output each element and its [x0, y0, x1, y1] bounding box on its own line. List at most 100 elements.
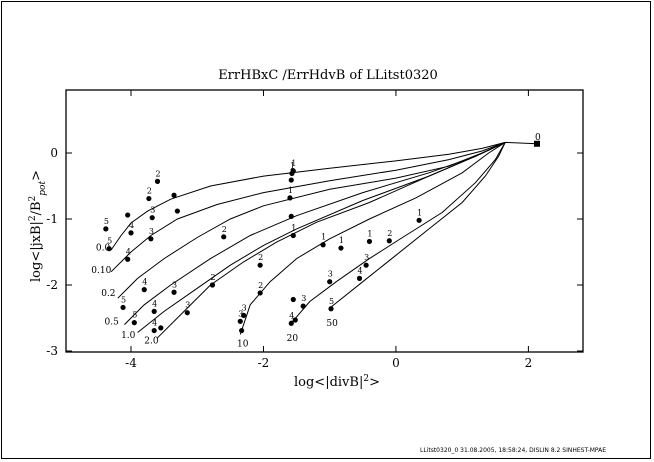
point-label: 2: [155, 169, 160, 178]
data-point: [300, 303, 306, 309]
point-label: 4: [357, 266, 362, 275]
series-label: 0.10: [91, 266, 111, 276]
series-layer: 0.0 0.10 0.2 0.51.0 2.0 10 20 50: [91, 141, 538, 349]
y-tick-label: -3: [46, 344, 58, 358]
point-label: 5: [104, 217, 109, 226]
point-label: 4: [129, 221, 134, 230]
data-point: [103, 226, 109, 232]
point-label: 3: [185, 301, 190, 310]
data-point: [141, 287, 147, 293]
point-label: 5: [329, 297, 334, 306]
data-point: [148, 236, 154, 242]
data-point: [320, 242, 326, 248]
data-point: [288, 213, 294, 219]
point-label: 5: [107, 237, 112, 246]
point-label: 1: [417, 208, 422, 217]
point-label: 1: [291, 224, 296, 233]
series-line: [110, 141, 538, 251]
point-label: 2: [387, 229, 392, 238]
point-label: 1: [290, 161, 295, 170]
point-label: 5: [132, 311, 137, 320]
point-label: 1: [288, 186, 293, 195]
data-point: [386, 238, 392, 244]
data-point: [151, 308, 157, 314]
data-point: [125, 212, 131, 218]
data-point: [287, 195, 293, 201]
series-line: [110, 141, 506, 273]
y-tick-label: -2: [46, 278, 58, 292]
x-tick-label: -4: [125, 356, 137, 370]
point-label: 1: [339, 236, 344, 245]
data-point: [209, 282, 216, 288]
point-label: 1: [289, 168, 294, 177]
point-label: 1: [291, 159, 296, 168]
data-point: [239, 327, 245, 334]
series-line: [289, 142, 506, 325]
y-tick-label: 0: [50, 146, 58, 160]
data-point: [290, 296, 296, 303]
point-label: 4: [142, 278, 147, 287]
point-label: 2: [222, 225, 227, 234]
data-point: [237, 318, 243, 324]
point-label: 4: [289, 311, 294, 320]
data-point: [125, 256, 131, 262]
point-label: 3: [328, 270, 333, 279]
axes: -4 -2 0 20-1-2-3: [46, 90, 583, 370]
data-point: [128, 230, 134, 236]
x-tick-label: 0: [392, 356, 400, 370]
data-point: [327, 279, 333, 285]
data-point: [171, 192, 177, 198]
data-point: [174, 208, 180, 214]
series-label: 10: [237, 339, 249, 349]
data-point: [149, 215, 155, 221]
y-axis-label: log<|jxB|2/B2pot>: [28, 170, 48, 282]
footer-info: LLitst0320_0 31.08.2005, 18:58:24, DISLI…: [420, 447, 607, 454]
series-line: [124, 141, 506, 325]
series-line: [329, 142, 506, 309]
series-line: [239, 141, 506, 335]
series-line: [157, 141, 506, 339]
point-label: 2: [258, 281, 263, 290]
data-point: [288, 320, 294, 326]
point-label: 2: [147, 187, 152, 196]
x-tick-label: 2: [525, 356, 533, 370]
point-label: 3: [172, 280, 177, 289]
series-label: 20: [287, 334, 299, 344]
end-point: [534, 140, 540, 147]
data-point: [292, 317, 298, 323]
data-point: [131, 320, 137, 326]
series-label: 0.0: [96, 244, 111, 254]
data-point: [288, 177, 294, 183]
data-point: [151, 327, 157, 334]
point-label: 1: [367, 229, 372, 238]
x-tick-label: -2: [258, 356, 270, 370]
y-tick-label: -1: [46, 212, 58, 226]
series-label: 50: [326, 319, 338, 329]
point-label: 3: [301, 294, 306, 303]
chart-title: ErrHBxC /ErrHdvB of LLitst0320: [218, 68, 438, 83]
series-label: 1.0: [121, 331, 136, 341]
series-label: 2.0: [144, 337, 159, 347]
series-label: 0.2: [101, 289, 115, 299]
x-axis-label: log<|divB|2>: [294, 374, 380, 390]
point-label: 3: [242, 303, 247, 312]
point-label: 5: [121, 295, 126, 304]
data-point: [328, 306, 334, 312]
data-point: [184, 310, 190, 316]
point-label: 4: [152, 319, 157, 328]
data-point: [289, 170, 295, 177]
data-point: [290, 232, 296, 239]
point-label: 1: [321, 233, 326, 242]
point-label: 3: [364, 253, 369, 262]
point-label: 3: [150, 206, 155, 215]
data-point: [221, 234, 227, 240]
end-point-label: 0: [535, 133, 541, 143]
data-point: [106, 246, 112, 252]
point-label: 3: [238, 309, 243, 318]
data-point: [338, 245, 344, 251]
point-label: 3: [149, 227, 154, 236]
series-label: 0.5: [105, 318, 120, 328]
point-label: 2: [210, 273, 215, 282]
data-point: [154, 178, 161, 184]
